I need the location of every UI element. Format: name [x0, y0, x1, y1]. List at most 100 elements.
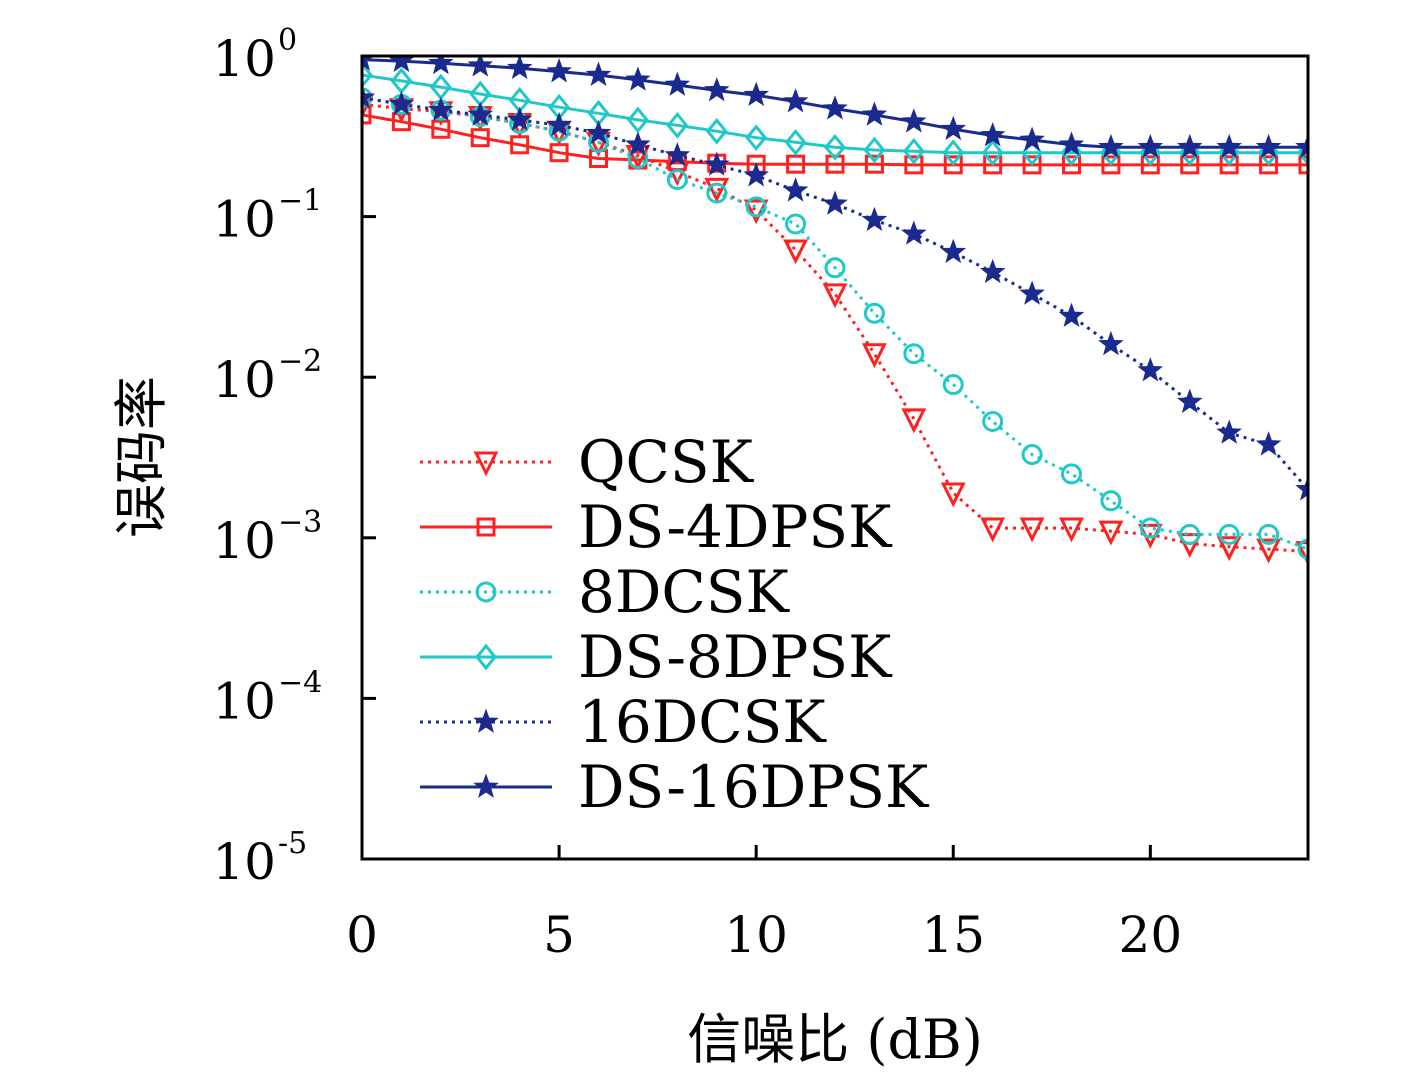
series-16DCSK [362, 84, 1308, 501]
legend-marker [473, 708, 499, 733]
data-point [1258, 523, 1280, 545]
data-point [861, 343, 887, 369]
data-point [1218, 139, 1241, 167]
data-point [979, 258, 1006, 284]
data-point [782, 88, 809, 113]
legend-marker [473, 451, 499, 477]
y-axis-label: 误码率 [110, 376, 173, 538]
data-point [1216, 536, 1242, 562]
data-point [585, 61, 612, 86]
legend-label: 8DCSK [578, 558, 791, 626]
data-point [1139, 517, 1161, 539]
data-point [549, 143, 569, 163]
data-point [1098, 330, 1124, 356]
series-layer [362, 56, 1308, 566]
data-point [666, 169, 688, 191]
data-point [1137, 357, 1164, 382]
data-point [1058, 302, 1085, 327]
data-point [1216, 133, 1242, 159]
data-point [786, 154, 806, 174]
series-DS-16DPSK [362, 56, 1308, 159]
data-point [1295, 541, 1308, 566]
data-point [1062, 155, 1081, 175]
data-point [625, 66, 651, 91]
data-point [510, 135, 530, 155]
data-point [362, 61, 373, 89]
y-tick-label: 10 [212, 512, 276, 570]
data-point [1298, 155, 1308, 175]
data-point [863, 136, 886, 164]
data-point [666, 111, 689, 139]
data-point [664, 142, 691, 167]
data-point [1255, 431, 1282, 456]
data-point [824, 257, 846, 279]
data-point [362, 105, 372, 125]
data-point [981, 139, 1004, 167]
data-point [822, 283, 848, 309]
data-point [1100, 490, 1122, 512]
legend-label: DS-16DPSK [578, 753, 930, 821]
data-point [901, 408, 927, 434]
data-point [626, 106, 649, 134]
legend-label: DS-4DPSK [578, 493, 893, 561]
series-line-QCSK [362, 102, 1308, 554]
data-point [1295, 476, 1308, 501]
data-point [904, 155, 924, 175]
data-point [1022, 155, 1042, 175]
data-point [1019, 280, 1045, 305]
y-tick-exponent: −3 [278, 505, 322, 540]
y-tick-exponent: 0 [278, 23, 297, 58]
data-point [942, 139, 965, 167]
legend-marker [475, 643, 497, 671]
data-point [1019, 126, 1045, 151]
data-point [743, 199, 769, 225]
data-point [546, 111, 572, 137]
y-tick-exponent: -5 [278, 826, 307, 861]
data-point [982, 410, 1004, 432]
data-point [1256, 538, 1282, 564]
data-point [428, 56, 454, 75]
legend-label: 16DCSK [578, 688, 827, 756]
data-point [1295, 133, 1308, 159]
data-point [983, 155, 1003, 175]
data-point [783, 239, 809, 265]
data-point [1178, 139, 1201, 167]
data-point [902, 137, 925, 165]
data-point [901, 220, 927, 245]
data-point [745, 124, 768, 152]
data-point [703, 151, 730, 176]
data-point [704, 177, 730, 203]
data-point [1219, 155, 1239, 175]
data-point [822, 190, 848, 215]
data-point [703, 77, 730, 102]
y-tick-exponent: −4 [278, 665, 322, 700]
legend-item: DS-8DPSK [420, 623, 893, 691]
data-point [940, 238, 967, 264]
x-tick-label: 20 [1119, 906, 1183, 964]
data-point [1137, 133, 1164, 159]
data-point [901, 108, 927, 133]
data-point [1058, 131, 1085, 156]
data-point [1255, 133, 1282, 159]
data-point [903, 343, 925, 365]
data-point [745, 196, 767, 218]
plot-frame [360, 54, 1310, 861]
data-point [1297, 139, 1308, 167]
data-point [743, 81, 769, 107]
y-tick-label: 10 [212, 672, 276, 730]
series-line-8DCSK [362, 96, 1308, 551]
data-point [861, 101, 888, 126]
data-point [1176, 388, 1203, 413]
data-point [940, 115, 967, 141]
data-point [1257, 139, 1280, 167]
y-tick-exponent: −1 [278, 184, 322, 219]
y-tick-exponent: −2 [278, 344, 322, 379]
data-point [506, 106, 533, 131]
data-point [706, 182, 728, 204]
data-point [1297, 538, 1308, 560]
data-point [1259, 155, 1279, 175]
data-point [1098, 520, 1124, 546]
legend-item: DS-16DPSK [420, 753, 930, 821]
data-point [1059, 517, 1084, 543]
